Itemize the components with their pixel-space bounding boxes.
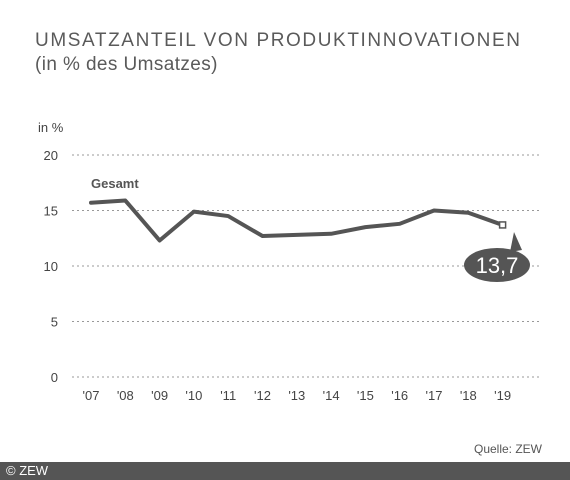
chart-title: UMSATZANTEIL VON PRODUKTINNOVATIONEN	[35, 30, 522, 51]
x-tick-label: '14	[323, 388, 340, 403]
x-tick-label: '07	[83, 388, 100, 403]
y-tick-label: 10	[44, 259, 58, 274]
x-tick-label: '09	[151, 388, 168, 403]
y-axis-label: in %	[38, 120, 64, 135]
y-tick-label: 0	[51, 370, 58, 385]
value-badge	[464, 248, 530, 282]
line-chart: in % 0 5 10 15 20 '07 '08 '09 '10 '11 '12 '13 '14 '1…	[38, 120, 540, 403]
x-tick-label: '16	[391, 388, 408, 403]
y-tick-label: 20	[44, 148, 58, 163]
x-tick-label: '13	[288, 388, 305, 403]
value-badge-label: 13,7	[476, 253, 519, 278]
x-tick-label: '11	[220, 388, 236, 403]
series-label-gesamt: Gesamt	[91, 176, 139, 191]
source-note: Quelle: ZEW	[473, 442, 542, 456]
x-tick-label: '17	[426, 388, 443, 403]
copyright-bar: © ZEW	[0, 462, 570, 480]
series-line-gesamt	[89, 198, 505, 243]
x-tick-label: '12	[254, 388, 271, 403]
y-tick-label: 5	[51, 315, 58, 330]
x-tick-label: '08	[117, 388, 134, 403]
x-tick-label: '15	[357, 388, 374, 403]
chart-subtitle: (in % des Umsatzes)	[35, 54, 218, 75]
x-tick-label: '18	[460, 388, 477, 403]
x-tick-label: '19	[494, 388, 511, 403]
y-tick-label: 15	[44, 204, 58, 219]
x-tick-label: '10	[185, 388, 202, 403]
last-point-marker	[498, 221, 507, 229]
badge-pointer	[510, 232, 522, 252]
